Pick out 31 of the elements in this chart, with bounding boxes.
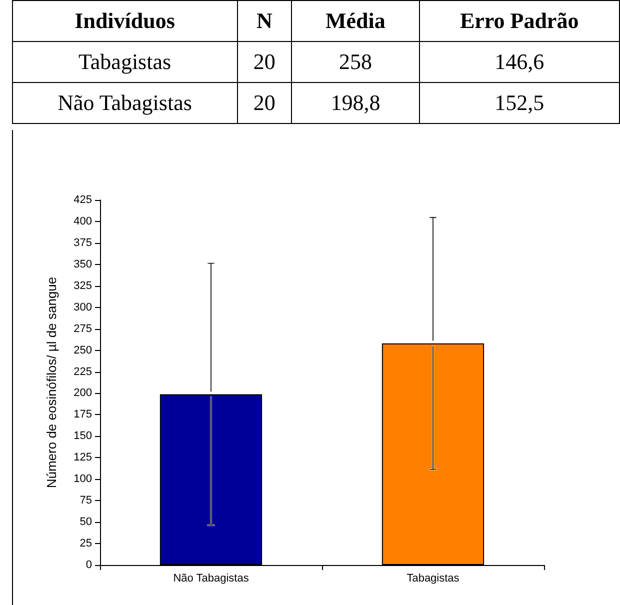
y-tick-label: 50: [80, 516, 92, 528]
text: 152,5: [419, 82, 620, 124]
text: 20: [237, 42, 292, 82]
y-axis-title: Número de eosinófilos/ µl de sangue: [44, 276, 59, 488]
y-tick-label: 125: [74, 452, 92, 464]
y-tick-label: 25: [80, 538, 92, 550]
y-tick-label: 300: [74, 301, 92, 314]
text: Indivíduos: [12, 0, 238, 42]
y-tick-label: 100: [74, 473, 92, 486]
y-tick-label: 200: [74, 387, 92, 400]
y-tick-label: 250: [74, 344, 92, 356]
y-tick-label: 425: [74, 194, 92, 206]
y-tick-label: 225: [74, 366, 92, 378]
y-tick-label: 275: [74, 322, 92, 335]
y-tick-label: 350: [74, 258, 92, 270]
text: Média: [292, 0, 420, 42]
text: 258: [292, 42, 420, 82]
y-tick-label: 75: [80, 494, 92, 507]
text: N: [237, 0, 292, 42]
y-tick-label: 175: [74, 408, 92, 421]
y-tick-label: 0: [86, 559, 92, 571]
y-tick-label: 400: [74, 215, 92, 228]
text: Não Tabagistas: [12, 82, 238, 124]
text: Erro Padrão: [419, 0, 620, 42]
y-tick-label: 375: [74, 236, 92, 249]
y-tick-label: 150: [74, 430, 92, 442]
text: 146,6: [419, 42, 620, 82]
text: Tabagistas: [12, 42, 238, 82]
y-tick-label: 325: [74, 280, 92, 292]
text: 198,8: [292, 82, 420, 124]
text: 20: [237, 82, 292, 124]
